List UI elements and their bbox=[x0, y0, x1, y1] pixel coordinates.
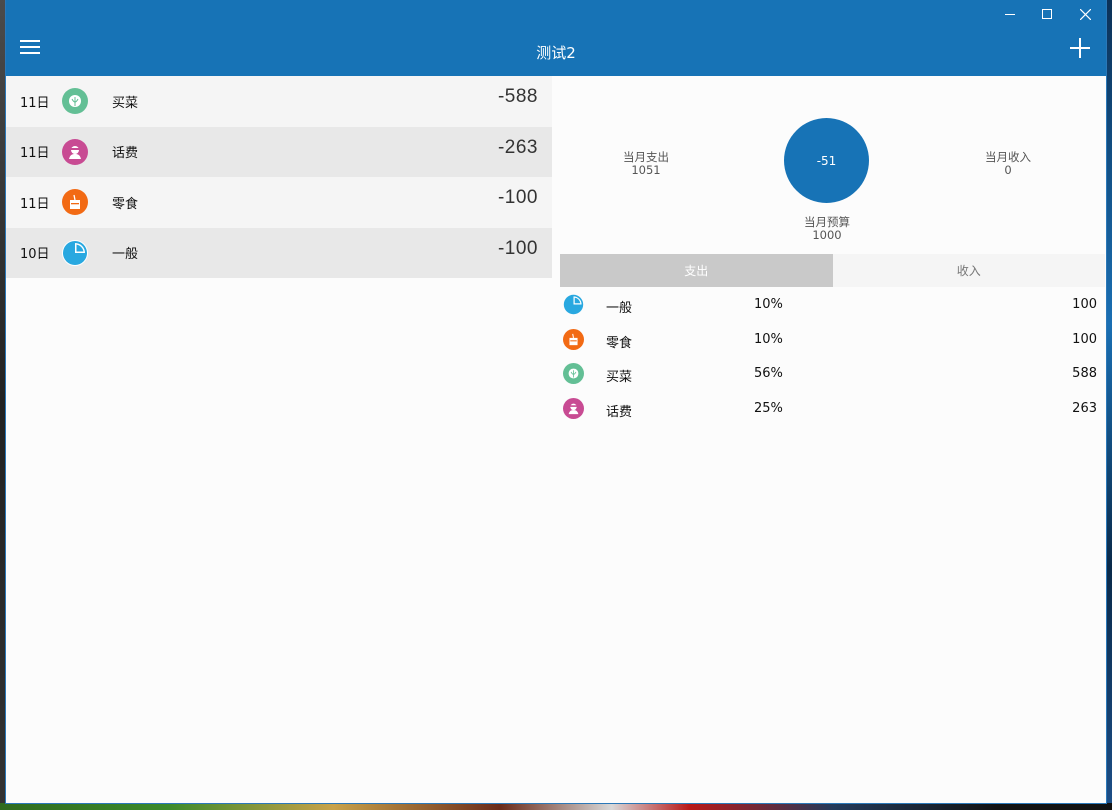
income-summary: 当月收入 0 bbox=[968, 151, 1048, 177]
record-category: 买菜 bbox=[112, 95, 139, 111]
record-category: 零食 bbox=[112, 196, 139, 212]
stat-percent: 56% bbox=[754, 366, 783, 381]
stat-row[interactable]: 零食 10% 100 bbox=[560, 323, 1105, 358]
record-list: 11日 买菜 -588 11日 话费 -263 11日 零食 -100 10日 bbox=[6, 76, 552, 278]
tab-income[interactable]: 收入 bbox=[832, 254, 1105, 287]
snack-icon bbox=[563, 328, 584, 350]
list-item[interactable]: 11日 买菜 -588 bbox=[6, 76, 552, 127]
monthly-summary: 当月支出 1051 -51 当月收入 0 当月预算 1000 bbox=[554, 76, 1100, 256]
record-day: 11日 bbox=[20, 146, 50, 162]
stat-row[interactable]: 买菜 56% 588 bbox=[560, 357, 1105, 392]
record-day: 11日 bbox=[20, 196, 50, 212]
list-item[interactable]: 11日 话费 -263 bbox=[6, 126, 552, 177]
budget-label: 当月预算 bbox=[804, 215, 850, 229]
balance-circle: -51 bbox=[784, 118, 869, 203]
budget-summary: 当月预算 1000 bbox=[787, 216, 867, 242]
record-amount: -588 bbox=[497, 86, 538, 107]
add-record-button[interactable] bbox=[1068, 36, 1092, 60]
income-value: 0 bbox=[1004, 163, 1012, 177]
phone-user-icon bbox=[563, 397, 584, 419]
pie-icon bbox=[563, 294, 584, 315]
stat-value: 100 bbox=[1072, 331, 1097, 347]
stat-value: 100 bbox=[1072, 297, 1097, 312]
expense-summary: 当月支出 1051 bbox=[606, 151, 686, 177]
pie-icon bbox=[62, 239, 88, 266]
record-category: 一般 bbox=[112, 247, 139, 263]
stat-name: 买菜 bbox=[606, 370, 633, 385]
record-day: 11日 bbox=[20, 95, 50, 111]
maximize-button[interactable] bbox=[1028, 3, 1066, 25]
desktop-background-left bbox=[0, 0, 7, 810]
record-category: 话费 bbox=[112, 146, 139, 162]
close-icon bbox=[1079, 8, 1091, 20]
stat-name: 零食 bbox=[606, 335, 633, 351]
phone-user-icon bbox=[62, 138, 88, 165]
cabbage-icon bbox=[62, 88, 88, 114]
stat-percent: 10% bbox=[754, 331, 783, 347]
record-day: 10日 bbox=[20, 247, 50, 263]
income-label: 当月收入 bbox=[985, 150, 1031, 164]
budget-value: 1000 bbox=[812, 228, 842, 242]
minimize-icon bbox=[1005, 13, 1015, 15]
menu-button[interactable] bbox=[20, 40, 40, 54]
stat-name: 话费 bbox=[606, 404, 633, 420]
stats-tabs: 支出 收入 bbox=[560, 254, 1105, 287]
stat-row[interactable]: 一般 10% 100 bbox=[560, 288, 1105, 323]
list-item[interactable]: 10日 一般 -100 bbox=[6, 227, 552, 278]
title-bar: 测试2 bbox=[6, 0, 1106, 76]
taskbar-strip bbox=[0, 803, 1112, 810]
stat-row[interactable]: 话费 25% 263 bbox=[560, 392, 1105, 427]
stat-percent: 10% bbox=[754, 297, 783, 312]
stat-name: 一般 bbox=[606, 301, 633, 316]
record-amount: -263 bbox=[497, 136, 538, 158]
list-item[interactable]: 11日 零食 -100 bbox=[6, 177, 552, 228]
maximize-icon bbox=[1042, 9, 1052, 19]
tab-expense[interactable]: 支出 bbox=[560, 254, 833, 287]
record-amount: -100 bbox=[497, 237, 538, 259]
minimize-button[interactable] bbox=[991, 3, 1029, 25]
close-button[interactable] bbox=[1066, 3, 1104, 25]
app-window: 测试2 11日 买菜 -588 11日 话费 -263 11日 零食 -1 bbox=[6, 0, 1106, 803]
stat-percent: 25% bbox=[754, 400, 783, 416]
expense-value: 1051 bbox=[631, 163, 661, 177]
expense-label: 当月支出 bbox=[623, 150, 669, 164]
desktop-background-right bbox=[1105, 0, 1112, 810]
category-stats: 一般 10% 100 零食 10% 100 买菜 56% 588 话费 25% bbox=[560, 288, 1105, 426]
cabbage-icon bbox=[563, 363, 584, 384]
stat-value: 588 bbox=[1072, 366, 1097, 381]
record-amount: -100 bbox=[497, 187, 538, 208]
page-title: 测试2 bbox=[536, 44, 576, 62]
stat-value: 263 bbox=[1072, 400, 1097, 416]
snack-icon bbox=[62, 189, 88, 215]
balance-value: -51 bbox=[816, 153, 837, 168]
